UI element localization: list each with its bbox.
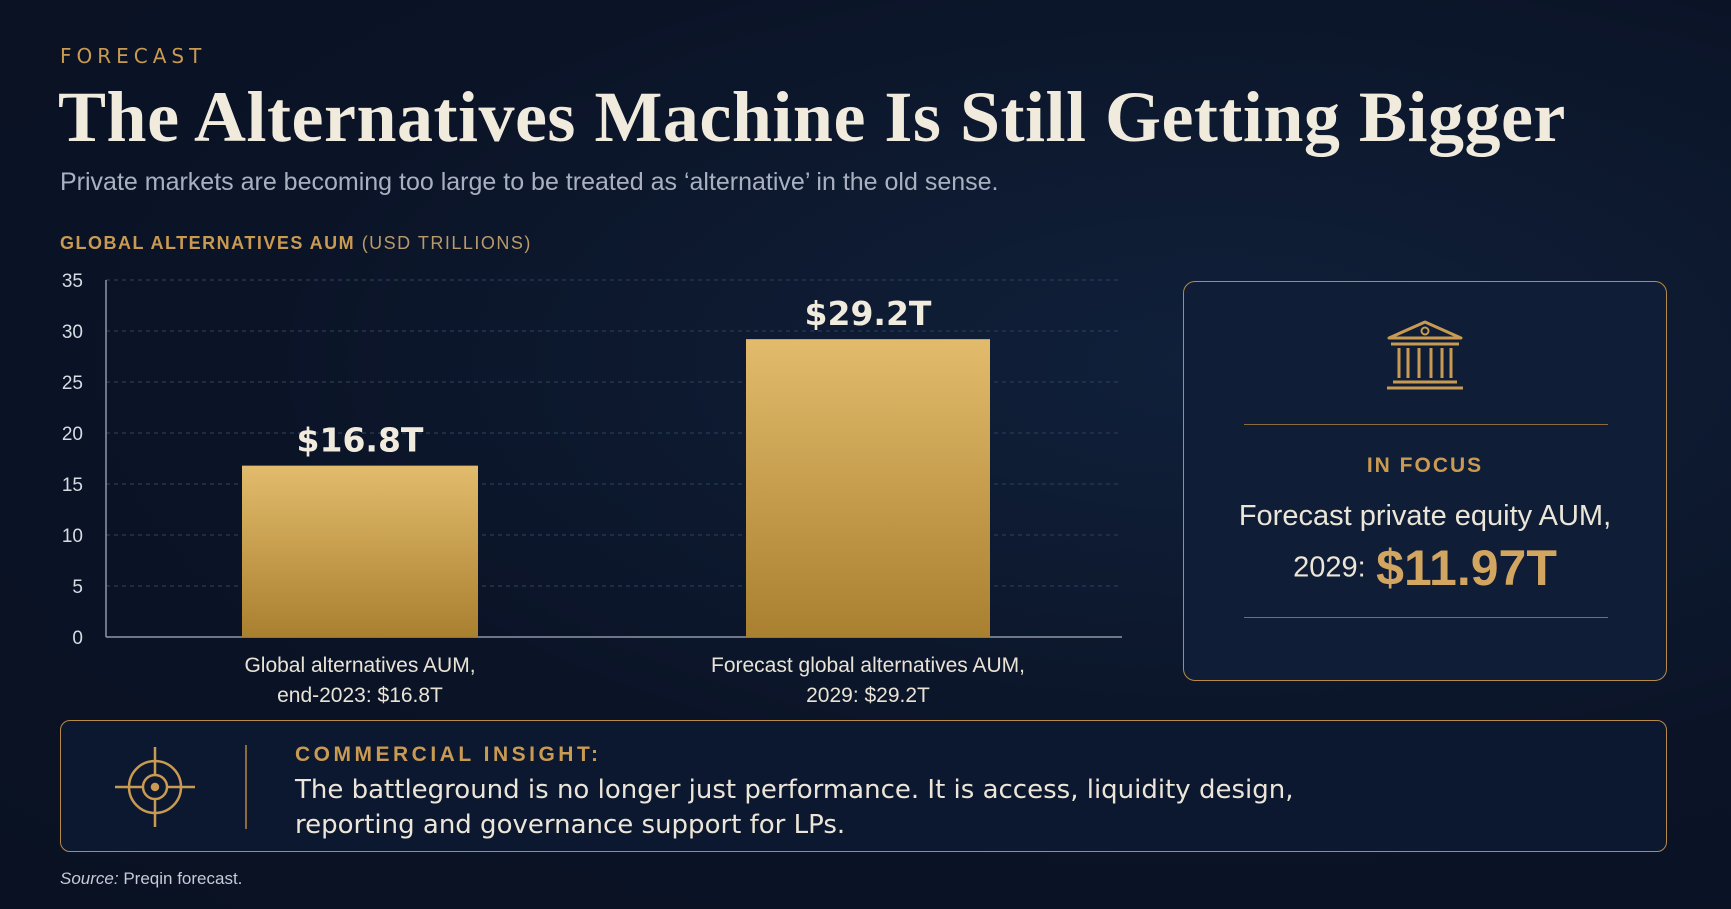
source-text: Preqin forecast. bbox=[123, 869, 243, 888]
y-tick-label: 30 bbox=[62, 322, 83, 343]
focus-text: Forecast private equity AUM, bbox=[1238, 500, 1612, 532]
commercial-insight-panel: COMMERCIAL INSIGHT: The battleground is … bbox=[60, 720, 1667, 852]
x-category-label: Global alternatives AUM, bbox=[244, 654, 475, 677]
insight-text: The battleground is no longer just perfo… bbox=[295, 773, 1395, 843]
chart-title: GLOBAL ALTERNATIVES AUM (USD TRILLIONS) bbox=[60, 233, 532, 254]
focus-year: 2029: bbox=[1293, 551, 1366, 584]
in-focus-card: IN FOCUS Forecast private equity AUM, 20… bbox=[1183, 281, 1667, 681]
y-tick-label: 0 bbox=[72, 628, 83, 649]
bank-icon bbox=[1387, 320, 1463, 390]
kicker: FORECAST bbox=[60, 44, 207, 68]
focus-divider-top bbox=[1244, 424, 1608, 425]
bar bbox=[746, 339, 990, 637]
y-tick-label: 15 bbox=[62, 475, 83, 496]
y-tick-label: 10 bbox=[62, 526, 83, 547]
insight-text-line-2: reporting and governance support for LPs… bbox=[295, 810, 846, 840]
insight-text-line-1: The battleground is no longer just perfo… bbox=[295, 775, 1294, 805]
page-title: The Alternatives Machine Is Still Gettin… bbox=[58, 77, 1566, 157]
insight-divider bbox=[245, 745, 247, 829]
focus-value-line: 2029: $11.97T bbox=[1184, 539, 1666, 597]
x-category-label: end-2023: $16.8T bbox=[277, 684, 443, 707]
page-subtitle: Private markets are becoming too large t… bbox=[60, 168, 999, 196]
y-tick-label: 5 bbox=[72, 577, 83, 598]
focus-label: IN FOCUS bbox=[1366, 454, 1484, 477]
target-icon bbox=[115, 747, 195, 827]
y-tick-label: 35 bbox=[62, 271, 83, 292]
x-category-label: 2029: $29.2T bbox=[806, 684, 930, 707]
source-note: Source: Preqin forecast. bbox=[60, 869, 242, 889]
bar bbox=[242, 465, 478, 637]
y-tick-label: 25 bbox=[62, 373, 83, 394]
x-category-label: Forecast global alternatives AUM, bbox=[711, 654, 1025, 677]
data-label: $16.8T bbox=[297, 421, 424, 460]
source-label: Source: bbox=[60, 869, 119, 888]
focus-value: $11.97T bbox=[1376, 540, 1557, 596]
y-tick-label: 20 bbox=[62, 424, 83, 445]
chart-title-main: GLOBAL ALTERNATIVES AUM bbox=[60, 233, 356, 253]
focus-divider-bottom bbox=[1244, 617, 1608, 618]
chart-title-unit: (USD TRILLIONS) bbox=[361, 233, 532, 253]
data-label: $29.2T bbox=[805, 294, 932, 333]
insight-label: COMMERCIAL INSIGHT: bbox=[295, 743, 602, 766]
